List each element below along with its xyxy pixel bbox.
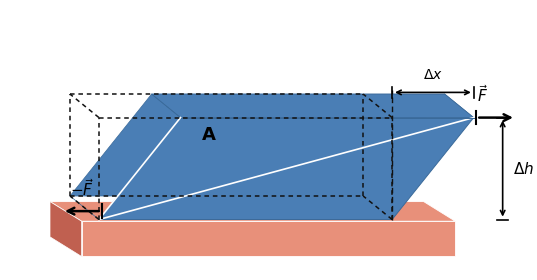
Polygon shape — [50, 202, 82, 256]
Polygon shape — [70, 94, 445, 196]
Text: $\Delta h$: $\Delta h$ — [513, 160, 534, 177]
Polygon shape — [99, 118, 474, 220]
Polygon shape — [151, 94, 474, 118]
Text: $-\vec{F}$: $-\vec{F}$ — [70, 178, 93, 199]
Text: A: A — [201, 126, 215, 144]
Text: $\vec{F}$: $\vec{F}$ — [477, 84, 488, 105]
Polygon shape — [82, 221, 455, 256]
Polygon shape — [50, 202, 455, 221]
Text: $\Delta x$: $\Delta x$ — [423, 68, 443, 82]
